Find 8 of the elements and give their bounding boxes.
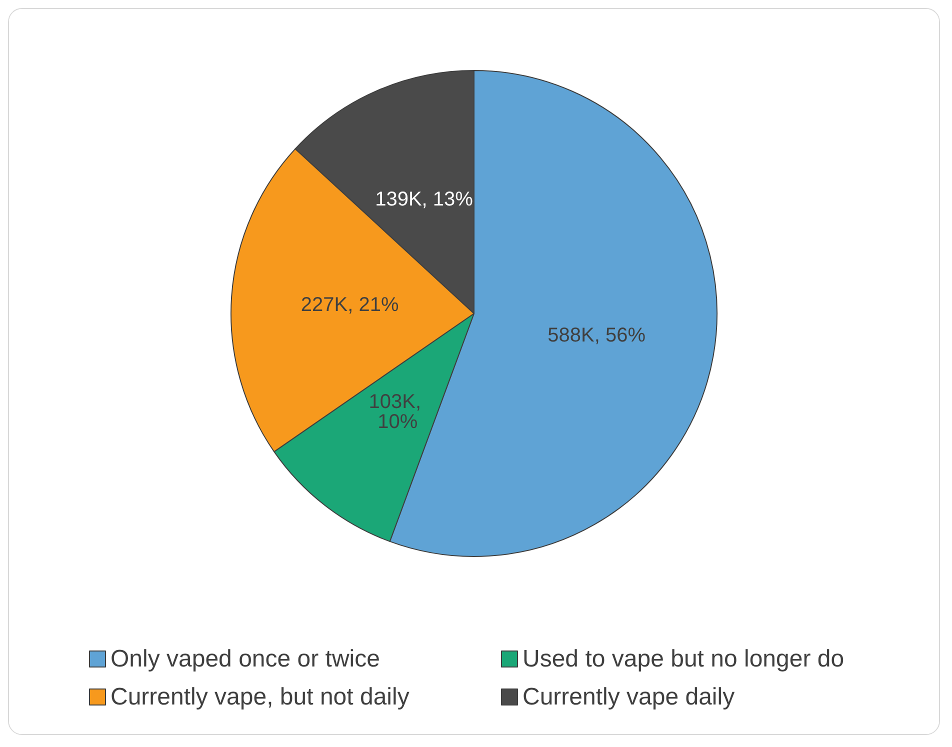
data-label: 227K, 21%: [300, 294, 399, 316]
legend-label: Currently vape, but not daily: [110, 684, 410, 710]
data-label: 588K, 56%: [548, 324, 646, 346]
legend-label: Only vaped once or twice: [110, 646, 380, 672]
data-label: 103K, 10%: [368, 390, 427, 433]
legend-label: Used to vape but no longer do: [522, 646, 844, 672]
legend-label: Currently vape daily: [522, 684, 735, 710]
data-label: 139K, 13%: [375, 188, 474, 210]
